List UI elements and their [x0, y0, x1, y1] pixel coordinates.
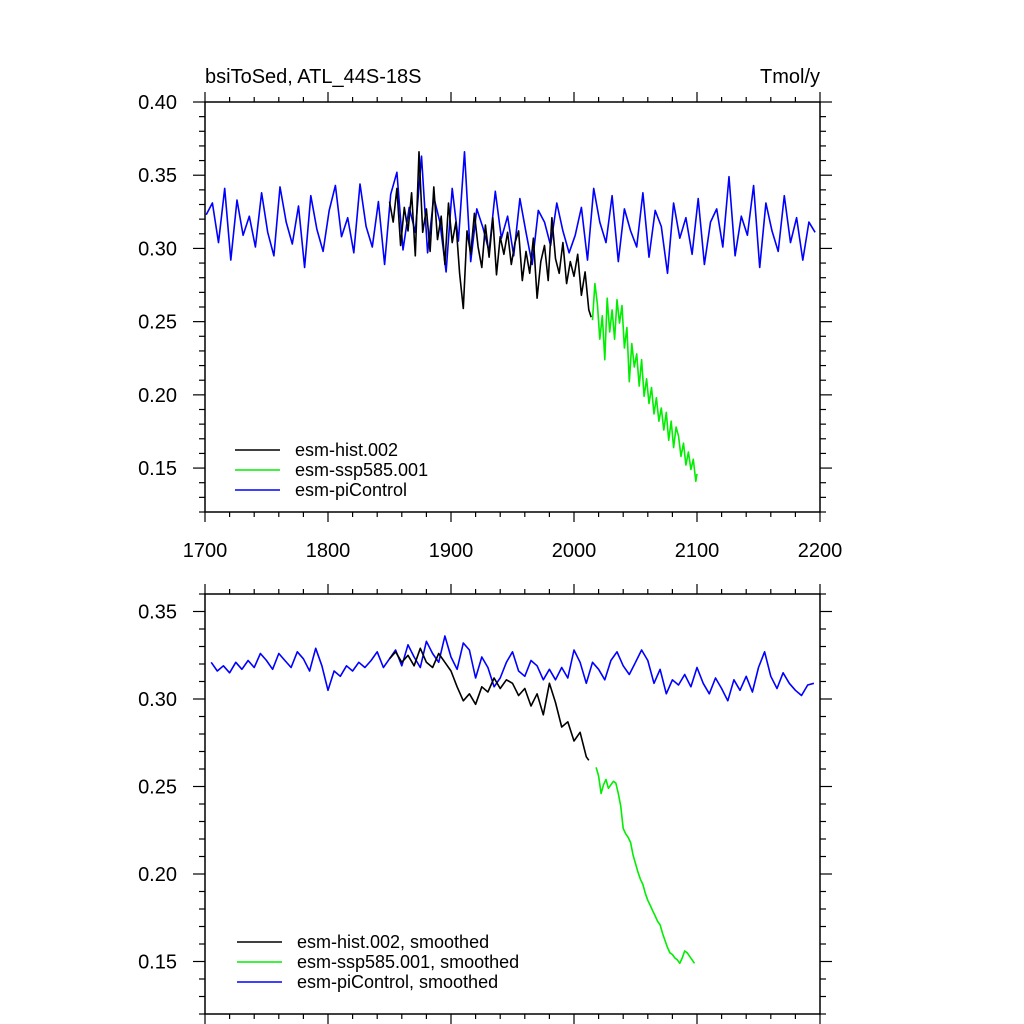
legend-label-esm-hist-smoothed: esm-hist.002, smoothed — [297, 932, 489, 952]
y-tick-label: 0.30 — [138, 689, 177, 711]
series-line-esm-picontrol-smoothed — [210, 635, 815, 702]
y-tick-label: 0.35 — [138, 602, 177, 624]
x-tick-label: 1800 — [306, 540, 351, 562]
x-tick-label: 1700 — [183, 540, 228, 562]
top-panel-frame — [204, 101, 821, 513]
x-tick-label: 1900 — [429, 540, 474, 562]
top-panel-x-tick-labels: 1700 1800 1900 2000 2100 2200 — [183, 540, 843, 562]
legend-label-esm-picontrol: esm-piControl — [295, 480, 407, 500]
top-panel-ticks — [193, 92, 832, 522]
y-tick-label: 0.25 — [138, 777, 177, 799]
legend-label-esm-picontrol-smoothed: esm-piControl, smoothed — [297, 972, 498, 992]
top-panel-y-tick-labels: 0.15 0.20 0.25 0.30 0.35 0.40 — [138, 92, 177, 480]
bottom-panel-legend: esm-hist.002, smoothed esm-ssp585.001, s… — [237, 932, 519, 992]
series-line-esm-hist-002 — [388, 151, 592, 318]
y-tick-label: 0.15 — [138, 952, 177, 974]
series-line-esm-hist-002-smoothed — [388, 647, 590, 761]
y-tick-label: 0.30 — [138, 238, 177, 260]
legend-label-esm-ssp585-smoothed: esm-ssp585.001, smoothed — [297, 952, 519, 972]
series-line-esm-picontrol — [205, 151, 816, 275]
y-tick-label: 0.40 — [138, 92, 177, 114]
bottom-panel-frame — [204, 593, 821, 1015]
x-tick-label: 2000 — [552, 540, 597, 562]
bottom-panel-series — [210, 635, 815, 965]
top-panel-series — [205, 151, 816, 483]
legend-label-esm-ssp585: esm-ssp585.001 — [295, 460, 428, 480]
x-tick-label: 2100 — [675, 540, 720, 562]
y-tick-label: 0.20 — [138, 864, 177, 886]
y-tick-label: 0.25 — [138, 312, 177, 334]
bottom-panel-ticks — [193, 584, 832, 1024]
top-panel-legend: esm-hist.002 esm-ssp585.001 esm-piContro… — [235, 440, 428, 500]
y-tick-label: 0.15 — [138, 458, 177, 480]
bottom-panel: 0.15 0.20 0.25 0.30 0.35 esm-hist.002, smoot… — [138, 584, 832, 1024]
legend-label-esm-hist: esm-hist.002 — [295, 440, 398, 460]
y-tick-label: 0.20 — [138, 385, 177, 407]
series-line-esm-ssp585-001 — [591, 282, 698, 483]
bottom-panel-y-tick-labels: 0.15 0.20 0.25 0.30 0.35 — [138, 602, 177, 974]
top-panel-units: Tmol/y — [760, 66, 820, 88]
x-tick-label: 2200 — [798, 540, 843, 562]
top-panel-title: bsiToSed, ATL_44S-18S — [205, 66, 421, 88]
y-tick-label: 0.35 — [138, 165, 177, 187]
series-line-esm-ssp585-001-smoothed — [595, 767, 696, 965]
top-panel: bsiToSed, ATL_44S-18S Tmol/y 0.15 0.20 0.2… — [138, 66, 842, 562]
